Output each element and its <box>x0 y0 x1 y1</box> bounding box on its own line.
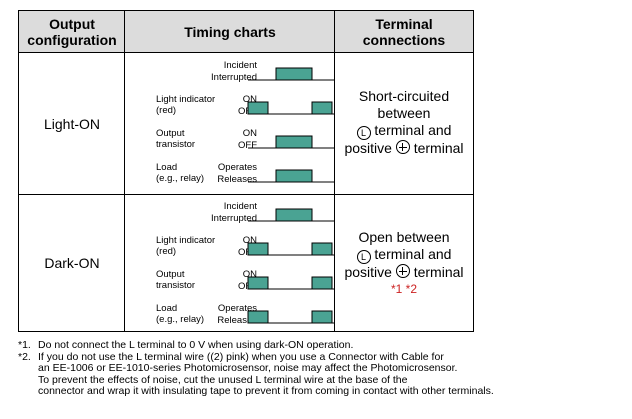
terminal-note-markers: *1 *2 <box>390 282 418 296</box>
row-terminal-dark-on: Open between L terminal and positive ter… <box>335 229 473 298</box>
footnote-marker: *1. <box>18 339 31 351</box>
waveform-pulse <box>247 101 269 115</box>
row-config-dark-on: Dark-ON <box>44 255 100 271</box>
signal-label: Output <box>156 128 185 139</box>
table-header-row: Output configuration Timing charts Termi… <box>19 11 473 53</box>
terminal-line-3: L terminal and <box>335 122 473 140</box>
state-label-high: Incident <box>224 60 258 71</box>
terminal-line-3: L terminal and <box>335 246 473 264</box>
state-label-high: Operates <box>218 303 257 314</box>
signal-label: (e.g., relay) <box>156 314 204 325</box>
signal-label: (red) <box>156 105 176 116</box>
waveform-pulse <box>275 208 313 222</box>
header-terminal-connections: Terminal connections <box>362 16 446 48</box>
waveform-pulse <box>275 135 313 149</box>
signal-label: Output <box>156 269 185 280</box>
state-label-high: ON <box>243 128 257 139</box>
terminal-line-1: Short-circuited <box>358 88 450 104</box>
l-terminal-icon: L <box>356 250 371 264</box>
state-label-low: Releases <box>217 174 257 185</box>
waveform-pulse <box>275 169 313 183</box>
state-label-low: Interrupted <box>211 72 257 83</box>
timing-table: Output configuration Timing charts Termi… <box>18 10 474 332</box>
waveform-pulse <box>275 67 313 81</box>
plus-terminal-icon <box>395 140 410 154</box>
header-timing-charts: Timing charts <box>184 24 276 40</box>
terminal-line-4-suffix: terminal <box>413 264 464 280</box>
terminal-line-3-text: terminal and <box>374 122 452 138</box>
signal-label: transistor <box>156 280 195 291</box>
terminal-line-2: between <box>377 105 431 121</box>
row-config-light-on: Light-ON <box>43 115 101 132</box>
plus-terminal-icon <box>395 264 410 278</box>
signal-label: Light indicator <box>156 235 215 246</box>
waveform-pulse <box>311 310 333 324</box>
state-label-high: ON <box>243 269 257 280</box>
footnote-text: If you do not use the L terminal wire ((… <box>38 350 444 363</box>
waveform-pulse <box>247 242 269 256</box>
footnote-2: *2. If you do not use the L terminal wir… <box>18 350 628 398</box>
waveform-pulse <box>311 242 333 256</box>
state-label-high: ON <box>243 94 257 105</box>
state-label-low: OFF <box>238 140 257 151</box>
state-label-high: Operates <box>218 162 257 173</box>
state-label-high: ON <box>243 235 257 246</box>
signal-label: Load <box>156 303 177 314</box>
terminal-line-4-prefix: positive <box>344 264 392 280</box>
row-divider <box>19 194 473 195</box>
terminal-line-4-prefix: positive <box>344 140 392 156</box>
terminal-line-1: Open between <box>358 229 450 245</box>
terminal-line-4-suffix: terminal <box>413 140 464 156</box>
row-terminal-light-on: Short-circuited between L terminal and p… <box>335 88 473 157</box>
signal-label: Load <box>156 162 177 173</box>
footnotes: *1. Do not connect the L terminal to 0 V… <box>18 339 628 398</box>
signal-label: Light indicator <box>156 94 215 105</box>
l-terminal-icon: L <box>356 126 371 140</box>
waveform-pulse <box>311 276 333 290</box>
signal-label: (red) <box>156 246 176 257</box>
signal-label: transistor <box>156 139 195 150</box>
state-label-low: Releases <box>217 315 257 326</box>
state-label-high: Incident <box>224 201 258 212</box>
waveform-pulse <box>311 101 333 115</box>
footnote-text: an EE-1006 or EE-1010-series Photomicros… <box>38 362 458 374</box>
column-divider <box>334 11 335 331</box>
footnote-text: Do not connect the L terminal to 0 V whe… <box>38 339 354 351</box>
waveform-pulse <box>247 310 269 324</box>
footnote-1: *1. Do not connect the L terminal to 0 V… <box>18 339 628 352</box>
header-output-configuration: Output configuration <box>27 16 117 48</box>
footnote-text: To prevent the effects of noise, cut the… <box>38 373 408 386</box>
footnote-marker: *2. <box>18 350 31 363</box>
terminal-line-3-text: terminal and <box>374 246 452 262</box>
terminal-line-4: positive terminal <box>335 264 473 281</box>
terminal-line-4: positive terminal <box>335 140 473 157</box>
footnote-text: connector and wrap it with insulating ta… <box>38 385 494 397</box>
state-label-low: Interrupted <box>211 213 257 224</box>
waveform-pulse <box>247 276 269 290</box>
column-divider <box>124 11 125 331</box>
signal-label: (e.g., relay) <box>156 173 204 184</box>
